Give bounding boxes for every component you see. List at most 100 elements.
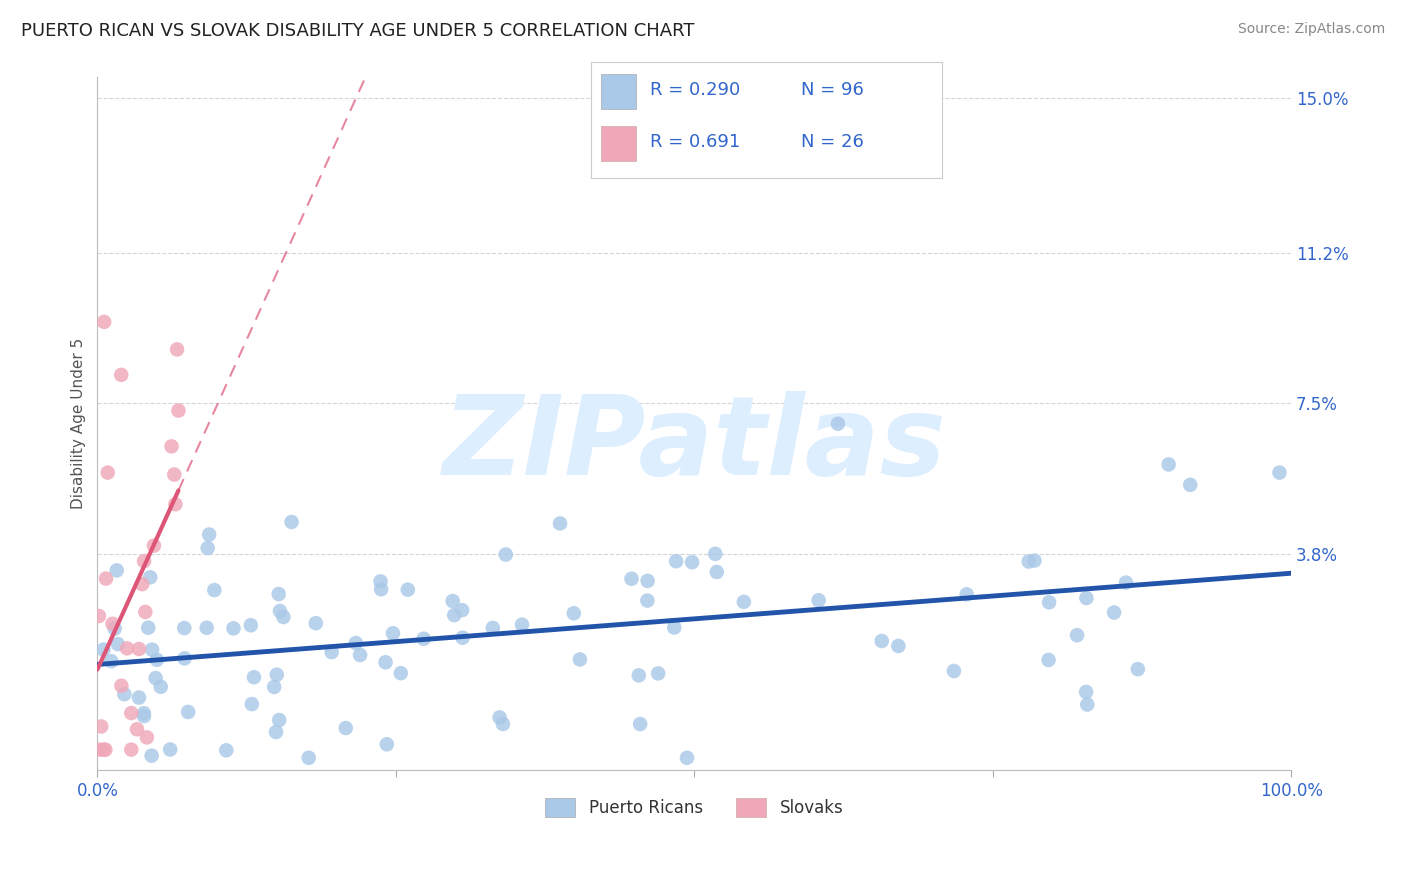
Point bbox=[495, 548, 517, 562]
Bar bbox=[602, 74, 636, 109]
Point bbox=[942, 664, 965, 678]
Point bbox=[381, 626, 404, 640]
Point bbox=[267, 587, 290, 601]
Point bbox=[1115, 575, 1137, 590]
Point bbox=[141, 642, 163, 657]
Point bbox=[222, 621, 245, 635]
Point bbox=[112, 687, 135, 701]
Point bbox=[1102, 606, 1125, 620]
Point bbox=[166, 343, 188, 357]
Point bbox=[240, 697, 263, 711]
Point bbox=[177, 705, 200, 719]
Point bbox=[159, 742, 181, 756]
Point bbox=[562, 607, 585, 621]
Point bbox=[105, 563, 128, 577]
Text: N = 26: N = 26 bbox=[801, 134, 865, 152]
Point bbox=[628, 717, 651, 731]
Y-axis label: Disability Age Under 5: Disability Age Under 5 bbox=[72, 338, 86, 509]
Point bbox=[681, 555, 703, 569]
Point bbox=[676, 751, 699, 765]
Point bbox=[321, 645, 343, 659]
Point bbox=[135, 731, 157, 745]
Point bbox=[1126, 662, 1149, 676]
Point bbox=[132, 706, 155, 721]
Point bbox=[146, 653, 169, 667]
Text: R = 0.691: R = 0.691 bbox=[650, 134, 741, 152]
Point bbox=[827, 417, 849, 431]
Point bbox=[87, 609, 110, 624]
Text: Source: ZipAtlas.com: Source: ZipAtlas.com bbox=[1237, 22, 1385, 37]
Point bbox=[128, 642, 150, 657]
Point bbox=[139, 570, 162, 584]
Point bbox=[132, 709, 155, 723]
Point bbox=[1038, 595, 1060, 609]
Point bbox=[94, 572, 117, 586]
Point bbox=[264, 725, 287, 739]
Point bbox=[548, 516, 571, 531]
Point bbox=[1180, 478, 1202, 492]
Point bbox=[488, 710, 510, 724]
Point bbox=[1038, 653, 1060, 667]
Point bbox=[482, 621, 505, 635]
Point bbox=[136, 621, 159, 635]
Point bbox=[451, 631, 474, 645]
Point bbox=[620, 572, 643, 586]
Point bbox=[197, 541, 219, 555]
Point bbox=[104, 622, 127, 636]
Point bbox=[1024, 554, 1046, 568]
Point bbox=[110, 368, 132, 382]
Point bbox=[131, 577, 153, 591]
Point bbox=[100, 654, 122, 668]
Point bbox=[143, 539, 166, 553]
Point bbox=[370, 574, 392, 589]
Point bbox=[273, 610, 295, 624]
Point bbox=[128, 690, 150, 705]
Point bbox=[1157, 458, 1180, 472]
Point bbox=[120, 706, 142, 720]
Point bbox=[101, 616, 124, 631]
Point bbox=[665, 554, 688, 568]
Point bbox=[149, 680, 172, 694]
Point bbox=[195, 621, 218, 635]
Point bbox=[887, 639, 910, 653]
Point bbox=[89, 742, 111, 756]
Point bbox=[375, 737, 398, 751]
Point bbox=[243, 670, 266, 684]
Point bbox=[132, 554, 155, 568]
Point bbox=[173, 651, 195, 665]
Point bbox=[298, 751, 321, 765]
Point bbox=[706, 565, 728, 579]
Point bbox=[1076, 698, 1098, 712]
Point bbox=[90, 719, 112, 733]
Text: ZIPatlas: ZIPatlas bbox=[443, 391, 946, 498]
Point bbox=[349, 648, 371, 662]
Point bbox=[93, 742, 115, 756]
Point bbox=[107, 637, 129, 651]
Point bbox=[280, 515, 302, 529]
Point bbox=[451, 603, 474, 617]
Point bbox=[125, 723, 148, 737]
Point bbox=[647, 666, 669, 681]
Point bbox=[636, 593, 658, 607]
Point bbox=[305, 616, 328, 631]
Point bbox=[198, 527, 221, 541]
Point bbox=[115, 641, 138, 656]
Point bbox=[202, 583, 225, 598]
Bar bbox=[602, 126, 636, 161]
Point bbox=[120, 742, 142, 756]
Point bbox=[510, 617, 533, 632]
Point bbox=[165, 497, 187, 511]
Point bbox=[163, 467, 186, 482]
Point bbox=[134, 605, 156, 619]
Point bbox=[441, 594, 464, 608]
Point bbox=[160, 439, 183, 453]
Point bbox=[239, 618, 262, 632]
Point bbox=[396, 582, 419, 597]
Point bbox=[870, 634, 893, 648]
Point bbox=[627, 668, 650, 682]
Point bbox=[263, 680, 285, 694]
Point bbox=[389, 666, 412, 681]
Point bbox=[807, 593, 830, 607]
Point bbox=[269, 604, 291, 618]
Point bbox=[93, 315, 115, 329]
